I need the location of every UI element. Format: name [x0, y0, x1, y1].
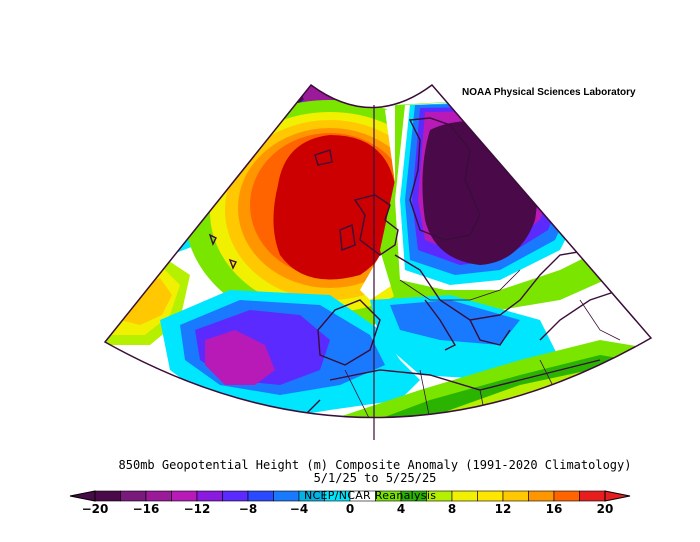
colorbar-swatch	[120, 490, 147, 502]
scandinavian-low-core	[422, 121, 538, 265]
colorbar-tick-label: 8	[447, 502, 457, 516]
colorbar-swatch	[145, 490, 172, 502]
data-source-label: NCEP/NCAR Reanalysis	[304, 489, 437, 502]
colorbar-tick-label: 0	[345, 502, 355, 516]
map-frame	[103, 83, 653, 419]
colorbar-swatch	[196, 490, 223, 502]
colorbar-swatch	[247, 490, 274, 502]
colorbar-swatch	[579, 490, 606, 502]
colorbar-swatch	[528, 490, 555, 502]
colorbar-tick-label: 4	[396, 502, 406, 516]
colorbar-tick-label: 16	[545, 502, 563, 516]
colorbar-swatch	[451, 490, 478, 502]
anomaly-field	[105, 85, 651, 460]
colorbar-swatch	[477, 490, 504, 502]
map-variable-title: 850mb Geopotential Height (m) Composite …	[118, 458, 632, 472]
lab-name: NOAA Physical Sciences Laboratory	[462, 87, 636, 98]
colorbar-high-arrow	[604, 490, 631, 502]
colorbar-tick-label: −20	[81, 502, 109, 516]
colorbar-low-arrow	[69, 490, 96, 502]
colorbar-tick-label: −16	[132, 502, 160, 516]
colorbar	[69, 490, 631, 502]
southeast-positive-core	[500, 428, 558, 460]
colorbar-swatch	[222, 490, 249, 502]
colorbar-swatch	[171, 490, 198, 502]
colorbar-tick-label: −8	[238, 502, 258, 516]
atlantic-high-core	[273, 135, 396, 280]
colorbar-swatch	[553, 490, 580, 502]
colorbar-tick-label: −12	[183, 502, 211, 516]
colorbar-swatch	[273, 490, 300, 502]
colorbar-swatch	[94, 490, 121, 502]
colorbar-tick-label: 20	[596, 502, 614, 516]
colorbar-tick-label: −4	[289, 502, 309, 516]
map-date-range: 5/1/25 to 5/25/25	[313, 471, 437, 485]
colorbar-swatch	[502, 490, 529, 502]
colorbar-tick-label: 12	[494, 502, 512, 516]
